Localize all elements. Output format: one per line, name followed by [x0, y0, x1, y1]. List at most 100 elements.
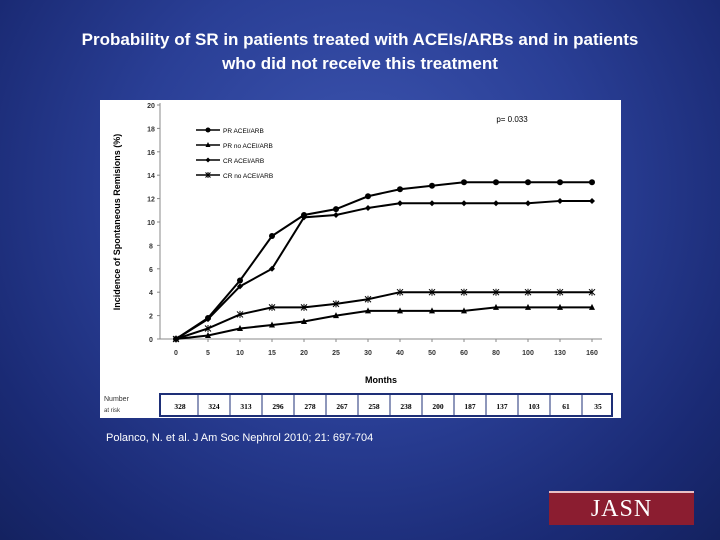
legend-label: CR ACEI/ARB — [223, 158, 264, 165]
series-1-point — [269, 233, 275, 240]
series-line-1 — [175, 181, 592, 340]
citation: Polanco, N. et al. J Am Soc Nephrol 2010… — [106, 432, 374, 444]
x-tick-label: 30 — [364, 350, 372, 357]
legend-marker — [205, 172, 211, 178]
series-4-point — [172, 335, 180, 343]
series-1-point — [589, 179, 595, 186]
y-axis-label: Incidence of Spontaneous Remisions (%) — [112, 134, 122, 311]
series-4-point — [556, 288, 564, 296]
series-2-point — [237, 324, 243, 331]
series-4-point — [364, 295, 372, 303]
series-4-point — [236, 310, 244, 318]
y-tick-label: 6 — [149, 267, 153, 274]
series-1-point — [237, 277, 243, 284]
legend-marker — [205, 157, 211, 163]
x-tick-label: 60 — [460, 350, 468, 357]
series-line-4 — [175, 291, 592, 340]
series-4-point — [300, 303, 308, 311]
at-risk-label: at risk — [104, 408, 121, 414]
y-tick-label: 8 — [149, 243, 153, 250]
y-tick-label: 12 — [147, 197, 155, 204]
series-3-point — [429, 200, 435, 207]
x-tick-label: 100 — [522, 350, 534, 357]
x-tick-label: 10 — [236, 350, 244, 357]
series-3-point — [525, 200, 531, 207]
x-tick-label: 5 — [206, 350, 210, 357]
series-4-point — [492, 288, 500, 296]
y-tick-label: 2 — [149, 314, 153, 321]
series-3-point — [237, 283, 243, 290]
series-2-point — [269, 321, 275, 328]
legend-marker — [205, 127, 211, 133]
series-1-point — [365, 193, 371, 200]
series-2-point — [365, 307, 371, 314]
slide-title-line-2: who did not receive this treatment — [222, 54, 498, 73]
legend-label: PR ACEI/ARB — [223, 128, 264, 135]
x-tick-label: 15 — [268, 350, 276, 357]
series-2-point — [205, 331, 211, 338]
series-4-point — [524, 288, 532, 296]
series-4-point — [204, 324, 212, 332]
series-4-point — [588, 288, 596, 296]
series-2-point — [461, 307, 467, 314]
at-risk-box — [159, 393, 613, 417]
series-3-point — [269, 265, 275, 272]
at-risk-count: 313 — [240, 402, 252, 411]
y-tick-label: 14 — [147, 173, 155, 180]
series-1-point — [429, 182, 435, 189]
at-risk-count: 187 — [464, 402, 476, 411]
legend-label: PR no ACEI/ARB — [223, 143, 273, 150]
series-3-point — [301, 214, 307, 221]
series-1-point — [461, 179, 467, 186]
series-1-point — [333, 206, 339, 213]
chart-panel: 0 2 4 6 8 10 12 14 16 18 20 0 5 10 15 20 25 30 40 50 60 80 100… — [100, 100, 621, 418]
y-tick-label: 10 — [147, 220, 155, 227]
x-tick-label: 160 — [586, 350, 598, 357]
series-4-point — [396, 288, 404, 296]
x-tick-label: 20 — [300, 350, 308, 357]
at-risk-count: 137 — [496, 402, 508, 411]
series-line-3 — [175, 199, 592, 340]
series-3-point — [461, 200, 467, 207]
x-axis-label: Months — [365, 375, 397, 385]
series-1-point — [397, 186, 403, 193]
at-risk-count: 296 — [272, 402, 284, 411]
at-risk-count: 200 — [432, 402, 444, 411]
p-value-annotation: p= 0.033 — [496, 115, 528, 124]
y-tick-label: 18 — [147, 126, 155, 133]
at-risk-count: 103 — [528, 402, 540, 411]
at-risk-count: 328 — [174, 402, 186, 411]
x-tick-label: 50 — [428, 350, 436, 357]
series-1-point — [557, 179, 563, 186]
x-tick-label: 40 — [396, 350, 404, 357]
at-risk-count: 324 — [208, 402, 220, 411]
series-4-point — [428, 288, 436, 296]
series-1-point — [525, 179, 531, 186]
series-3-point — [365, 204, 371, 211]
series-4-point — [332, 300, 340, 308]
x-tick-label: 80 — [492, 350, 500, 357]
series-2-point — [557, 303, 563, 310]
at-risk-count: 61 — [562, 402, 570, 411]
series-2-point — [333, 312, 339, 319]
series-2-point — [525, 303, 531, 310]
at-risk-label: Number — [104, 396, 130, 403]
series-2-point — [429, 307, 435, 314]
series-3-point — [205, 316, 211, 323]
legend-label: CR no ACEI/ARB — [223, 173, 273, 180]
x-tick-label: 25 — [332, 350, 340, 357]
slide-title-line-1: Probability of SR in patients treated wi… — [81, 30, 639, 49]
series-3-point — [557, 197, 563, 204]
at-risk-count: 258 — [368, 402, 380, 411]
series-1-point — [493, 179, 499, 186]
series-line-2 — [175, 306, 592, 340]
series-3-point — [493, 200, 499, 207]
series-2-point — [589, 303, 595, 310]
y-tick-label: 4 — [149, 290, 153, 297]
jasn-logo: JASN — [549, 491, 694, 525]
legend-marker — [205, 142, 211, 147]
at-risk-count: 267 — [336, 402, 348, 411]
series-4-point — [268, 303, 276, 311]
y-tick-label: 20 — [147, 103, 155, 110]
